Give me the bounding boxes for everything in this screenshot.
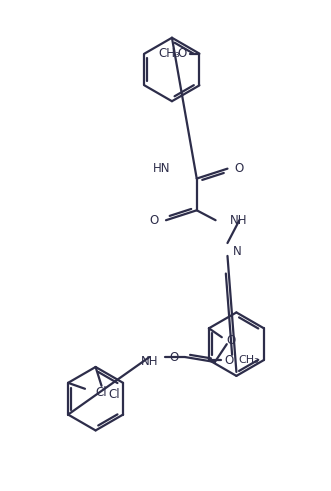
Text: O: O <box>234 162 244 175</box>
Text: CH₃: CH₃ <box>239 355 260 365</box>
Text: Cl: Cl <box>109 388 120 401</box>
Text: Cl: Cl <box>95 386 107 399</box>
Text: O: O <box>169 351 178 363</box>
Text: O: O <box>150 214 159 227</box>
Text: NH: NH <box>141 355 158 368</box>
Text: NH: NH <box>229 214 247 227</box>
Text: N: N <box>232 246 241 258</box>
Text: O: O <box>225 354 234 366</box>
Text: O: O <box>227 334 236 347</box>
Text: O: O <box>177 47 187 60</box>
Text: CH₃: CH₃ <box>159 47 180 60</box>
Text: HN: HN <box>153 162 171 175</box>
